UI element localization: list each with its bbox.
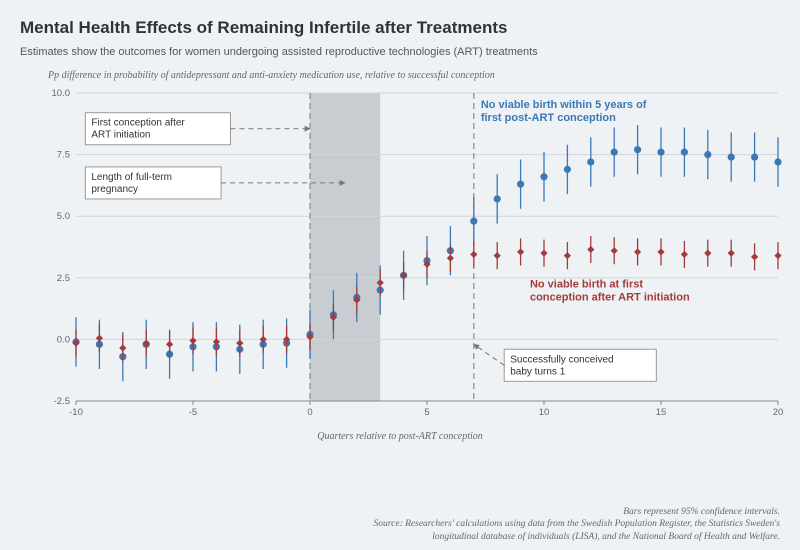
data-point — [774, 158, 781, 165]
data-point — [494, 195, 501, 202]
y-tick-label: 7.5 — [57, 150, 70, 161]
x-tick-label: -5 — [189, 407, 197, 418]
footer-line: Bars represent 95% confidence intervals. — [20, 506, 780, 519]
chart-footer: Bars represent 95% confidence intervals.… — [20, 506, 780, 544]
annotation-text: baby turns 1 — [510, 366, 565, 377]
data-point — [119, 344, 126, 351]
x-tick-label: -10 — [69, 407, 83, 418]
data-point — [587, 158, 594, 165]
data-point — [751, 253, 758, 260]
data-point — [166, 341, 173, 348]
data-point — [774, 252, 781, 259]
data-point — [751, 153, 758, 160]
pregnancy-band — [310, 93, 380, 401]
data-point — [728, 153, 735, 160]
x-tick-label: 0 — [307, 407, 312, 418]
x-tick-label: 10 — [539, 407, 550, 418]
y-tick-label: 2.5 — [57, 273, 70, 284]
data-point — [494, 252, 501, 259]
data-point — [728, 250, 735, 257]
series-label-blue: No viable birth within 5 years of — [481, 99, 647, 111]
data-point — [517, 181, 524, 188]
x-tick-label: 15 — [656, 407, 667, 418]
data-point — [611, 247, 618, 254]
annotation-text: pregnancy — [91, 184, 138, 195]
x-tick-label: 20 — [773, 407, 784, 418]
data-point — [611, 149, 618, 156]
x-tick-label: 5 — [424, 407, 429, 418]
figure-container: Mental Health Effects of Remaining Infer… — [0, 0, 800, 550]
y-tick-label: 10.0 — [52, 88, 71, 99]
y-tick-label: -2.5 — [54, 396, 70, 407]
data-point — [634, 146, 641, 153]
footer-line: Source: Researchers' calculations using … — [20, 518, 780, 531]
data-point — [704, 250, 711, 257]
data-point — [657, 149, 664, 156]
annotation-text: Length of full-term — [91, 172, 172, 183]
data-point — [517, 248, 524, 255]
y-tick-label: 5.0 — [57, 211, 70, 222]
chart-svg: -2.5 0.0 2.5 5.0 7.5 10.0 -10 -5 0 5 10 15 20 No viab… — [48, 85, 788, 425]
series-label-red: No viable birth at first — [530, 279, 643, 291]
data-point — [564, 252, 571, 259]
data-point — [634, 248, 641, 255]
annotation-text: First conception after — [91, 118, 185, 129]
data-point — [681, 251, 688, 258]
chart-subtitle: Estimates show the outcomes for women un… — [20, 46, 780, 58]
data-point — [470, 218, 477, 225]
series-label-red: conception after ART initiation — [530, 292, 690, 304]
data-point — [236, 339, 243, 346]
data-point — [657, 248, 664, 255]
annotation-text: Successfully conceived — [510, 354, 613, 365]
annotation-arrow — [474, 344, 504, 365]
y-axis-title: Pp difference in probability of antidepr… — [48, 70, 780, 81]
annotation-text: ART initiation — [91, 130, 150, 141]
data-point — [189, 337, 196, 344]
data-point — [96, 335, 103, 342]
chart-title: Mental Health Effects of Remaining Infer… — [20, 18, 780, 38]
data-point — [540, 173, 547, 180]
data-point — [447, 254, 454, 261]
chart-area: -2.50.02.55.07.510.0-10-505101520No viab… — [48, 85, 772, 425]
data-point — [704, 151, 711, 158]
data-point — [470, 251, 477, 258]
data-point — [587, 246, 594, 253]
footer-line: longitudinal database of individuals (LI… — [20, 531, 780, 544]
data-point — [681, 149, 688, 156]
data-point — [564, 166, 571, 173]
x-axis-title: Quarters relative to post-ART conception — [20, 431, 780, 442]
series-label-blue: first post-ART conception — [481, 112, 616, 124]
y-tick-label: 0.0 — [57, 334, 70, 345]
data-point — [540, 250, 547, 257]
